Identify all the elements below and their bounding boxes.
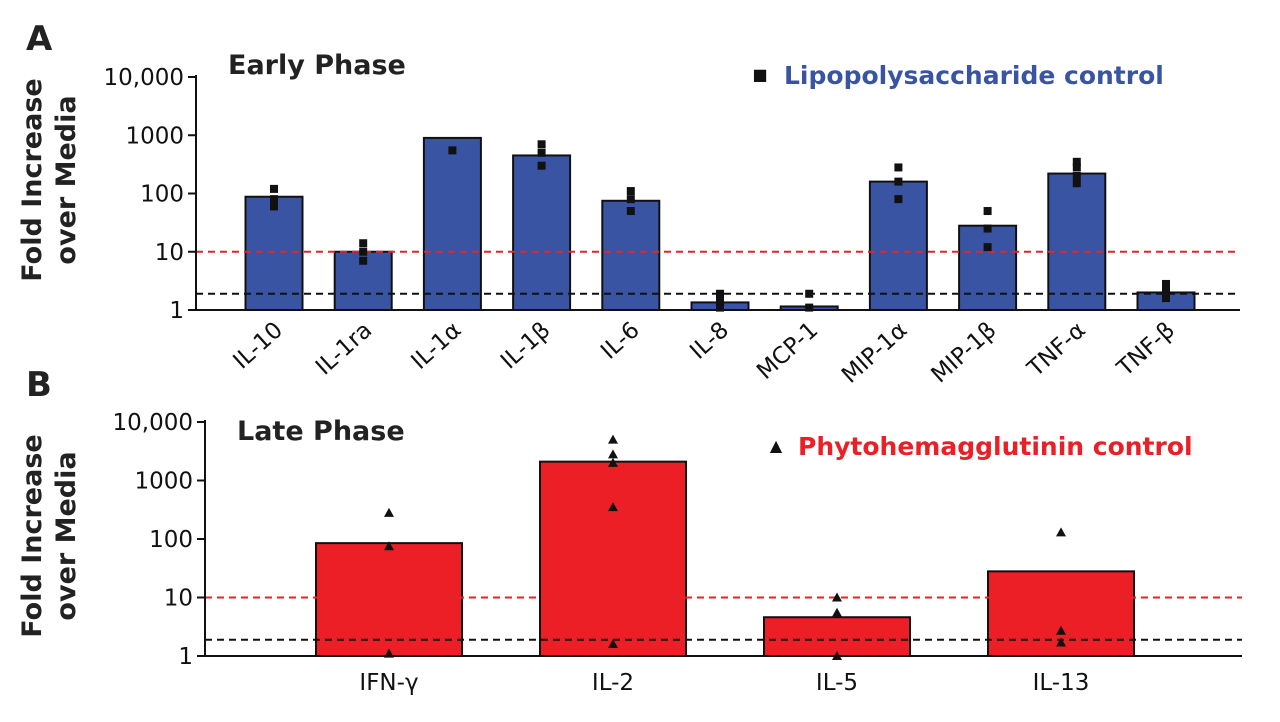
data-point: [359, 239, 368, 248]
data-point: [384, 541, 394, 551]
x-tick-label: IFN-γ: [359, 670, 418, 696]
data-point: [359, 247, 368, 256]
bar: [315, 542, 463, 657]
data-point: [270, 195, 278, 204]
y-axis-label-line: Fold Increase: [17, 78, 48, 281]
data-point: [716, 289, 724, 298]
legend: ▲ Phytohemagglutinin control: [770, 432, 1193, 461]
y-tick-label: 10: [164, 586, 193, 612]
data-point: [983, 207, 992, 216]
legend-label: Phytohemagglutinin control: [798, 432, 1193, 461]
data-point: [626, 207, 635, 216]
panel-b: B Late Phase Fold Increase over Media 1 10 100…: [17, 365, 1242, 696]
bar: [868, 180, 928, 311]
data-point: [1056, 625, 1066, 635]
data-point: [1072, 163, 1081, 172]
data-point: [537, 140, 546, 149]
data-point: [1056, 527, 1066, 537]
data-point: [359, 256, 368, 265]
x-tick-label: IL-1ra: [311, 317, 377, 380]
y-tick-label: 10,000: [104, 65, 184, 91]
x-tick-label: IL-1β: [496, 317, 556, 374]
data-point: [608, 639, 618, 649]
y-axis-label: Fold Increase over Media: [17, 78, 82, 281]
data-point: [1162, 286, 1170, 295]
y-axis-label-line: over Media: [51, 95, 82, 264]
y-tick-label: 1000: [134, 469, 193, 495]
chart-title: Late Phase: [237, 416, 405, 447]
bar: [422, 136, 482, 311]
data-point: [270, 184, 278, 193]
y-tick-label: 1000: [125, 123, 184, 149]
x-tick-label: TNF-β: [1112, 317, 1180, 382]
x-tick-label: IL-5: [816, 670, 858, 696]
bar: [539, 460, 687, 657]
data-point: [1072, 179, 1081, 188]
data-point: [894, 177, 903, 186]
data-point: [716, 303, 724, 312]
data-point: [448, 146, 457, 155]
data-point: [537, 161, 546, 170]
data-point: [608, 434, 618, 444]
data-point: [537, 148, 546, 157]
data-point: [805, 289, 814, 298]
data-point: [626, 195, 635, 204]
y-tick-label: 10,000: [113, 410, 193, 436]
y-tick-label: 1: [178, 644, 193, 670]
data-point: [832, 592, 842, 602]
data-point: [270, 202, 278, 211]
panel-letter: A: [26, 19, 53, 59]
x-tick-label: IL-13: [1033, 670, 1090, 696]
panel-a: A Early Phase Fold Increase over Media 1 10 10…: [17, 19, 1240, 389]
bar: [958, 224, 1018, 312]
bar: [244, 195, 304, 311]
data-point: [983, 243, 992, 252]
data-point: [1072, 157, 1081, 166]
x-tick-label: MCP-1: [752, 317, 823, 385]
data-point: [1056, 637, 1066, 647]
y-axis-label: Fold Increase over Media: [17, 434, 82, 637]
y-axis-label-line: Fold Increase: [17, 434, 48, 637]
chart-title: Early Phase: [228, 50, 406, 81]
bar: [763, 616, 911, 657]
legend-marker: ▲: [770, 436, 783, 455]
y-tick-label: 10: [155, 240, 184, 266]
y-tick-label: 100: [140, 182, 184, 208]
x-tick-label: IL-1α: [406, 317, 466, 375]
x-tick-label: IL-6: [596, 317, 645, 365]
data-point: [983, 224, 992, 233]
data-point: [384, 507, 394, 517]
panel-letter: B: [26, 365, 52, 405]
y-tick-label: 1: [169, 298, 184, 324]
y-tick-label: 100: [149, 527, 193, 553]
x-tick-label: MIP-1β: [927, 317, 1002, 388]
legend-label: Lipopolysaccharide control: [784, 61, 1164, 90]
data-point: [1162, 294, 1170, 303]
data-point: [608, 457, 618, 467]
data-point: [608, 449, 618, 459]
bar: [512, 154, 572, 311]
data-point: [805, 303, 814, 312]
x-tick-label: IL-10: [228, 317, 288, 374]
x-tick-label: MIP-1α: [837, 317, 912, 389]
legend: ■ Lipopolysaccharide control: [752, 61, 1163, 90]
legend-marker: ■: [752, 65, 767, 84]
bar: [1047, 172, 1107, 311]
data-point: [1162, 279, 1170, 288]
data-point: [626, 187, 635, 196]
y-axis-label-line: over Media: [51, 451, 82, 620]
data-point: [894, 195, 903, 204]
x-tick-label: IL-2: [592, 670, 634, 696]
data-point: [1072, 171, 1081, 180]
data-point: [608, 502, 618, 512]
x-tick-label: IL-8: [685, 317, 734, 365]
x-tick-label: TNF-α: [1022, 317, 1091, 382]
data-point: [894, 163, 903, 172]
data-point: [716, 297, 724, 306]
data-point: [832, 607, 842, 617]
